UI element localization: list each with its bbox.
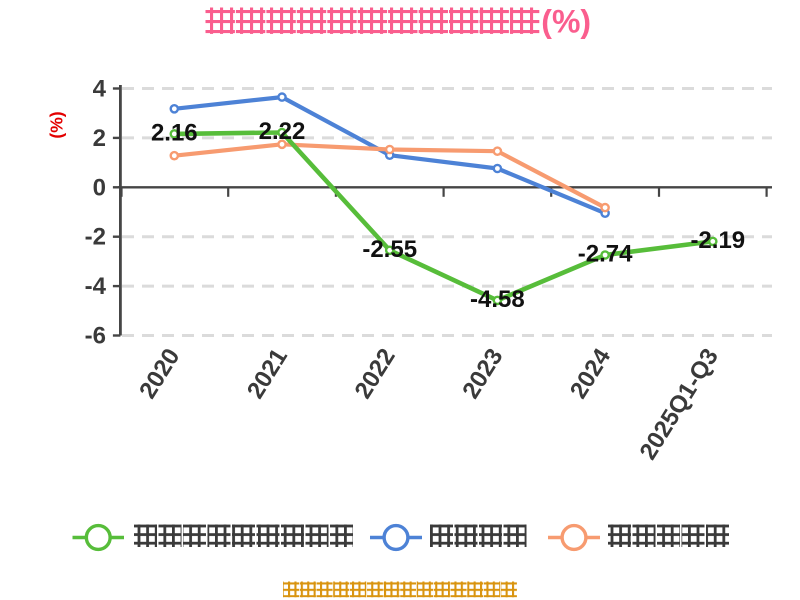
svg-text:-2.19: -2.19 xyxy=(690,227,745,254)
svg-text:-4: -4 xyxy=(85,273,107,300)
svg-text:(%): (%) xyxy=(541,4,591,40)
svg-text:-2: -2 xyxy=(85,224,106,251)
svg-text:-4.58: -4.58 xyxy=(470,286,525,313)
svg-text:-2.55: -2.55 xyxy=(362,236,417,263)
svg-text:2.16: 2.16 xyxy=(151,119,198,146)
svg-text:2.22: 2.22 xyxy=(259,118,306,145)
svg-text:4: 4 xyxy=(93,76,107,103)
svg-text:(%): (%) xyxy=(47,111,67,138)
svg-text:2: 2 xyxy=(93,125,106,152)
svg-text:-2.74: -2.74 xyxy=(578,241,633,268)
svg-text:-6: -6 xyxy=(85,323,106,350)
svg-text:0: 0 xyxy=(93,174,106,201)
